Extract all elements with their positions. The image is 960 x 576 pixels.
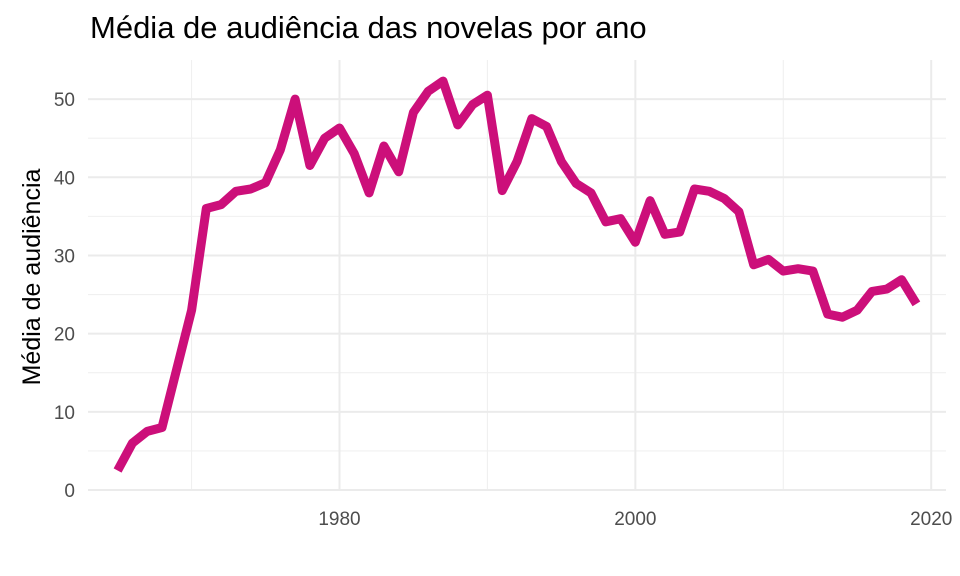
y-tick-label: 50	[54, 90, 75, 111]
x-tick-label: 2020	[910, 509, 952, 530]
y-tick-label: 40	[54, 168, 75, 189]
chart-title: Média de audiência das novelas por ano	[90, 10, 647, 45]
minor-gridlines	[88, 60, 946, 490]
major-gridlines	[88, 60, 946, 491]
series-line	[113, 76, 921, 473]
y-tick-label: 10	[54, 403, 75, 424]
x-tick-label: 2000	[614, 509, 656, 530]
y-axis-ticks: 0 10 20 30 40 50	[54, 90, 75, 502]
x-tick-label: 1980	[318, 509, 360, 530]
x-axis-ticks: 1980 2000 2020	[318, 509, 952, 530]
y-tick-label: 0	[64, 481, 75, 502]
series-layer	[113, 76, 921, 473]
y-tick-label: 30	[54, 246, 75, 267]
y-tick-label: 20	[54, 325, 75, 346]
y-axis-title: Média de audiência	[18, 168, 46, 385]
